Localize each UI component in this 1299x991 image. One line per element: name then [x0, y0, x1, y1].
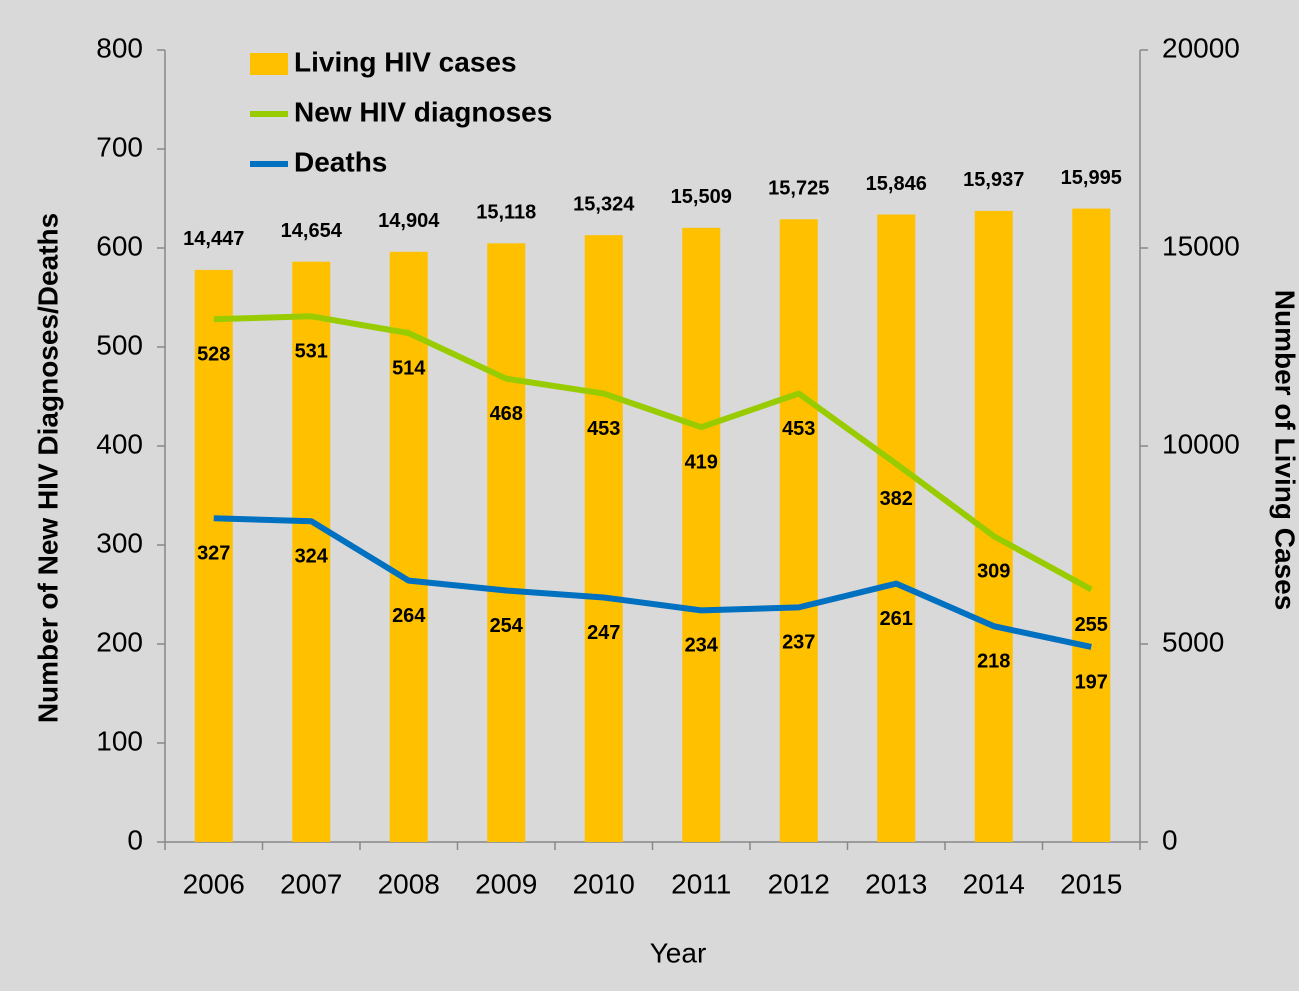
- line-value-label: 419: [685, 451, 718, 473]
- line: [213, 515, 1092, 650]
- bar-value-label: 15,324: [573, 193, 635, 215]
- x-tick-label: 2014: [963, 868, 1025, 899]
- legend-label: Living HIV cases: [294, 46, 517, 77]
- y-tick-label: 700: [96, 131, 143, 162]
- x-tick-label: 2008: [378, 868, 440, 899]
- line-value-label: 468: [490, 403, 523, 425]
- bar-value-label: 14,904: [378, 210, 440, 232]
- bar: [292, 261, 331, 842]
- y-tick-label: 800: [96, 32, 143, 63]
- y-tick-label: 500: [96, 329, 143, 360]
- line-value-label: 531: [295, 341, 328, 363]
- x-tick-label: 2013: [865, 868, 927, 899]
- line-value-label: 327: [197, 543, 230, 565]
- y-axis-label: Number of New HIV Diagnoses/Deaths: [32, 213, 63, 723]
- line-value-label: 324: [295, 546, 329, 568]
- line-value-label: 264: [392, 605, 426, 627]
- y2-axis-label: Number of Living Cases: [1270, 290, 1299, 611]
- x-tick-label: 2009: [475, 868, 537, 899]
- bar-value-label: 15,509: [671, 186, 732, 208]
- y-tick-label: 400: [96, 428, 143, 459]
- line-value-label: 309: [977, 560, 1010, 582]
- x-tick-label: 2007: [280, 868, 342, 899]
- y2-tick-label: 15000: [1162, 230, 1240, 261]
- line-value-label: 453: [782, 418, 815, 440]
- line-value-label: 247: [587, 622, 620, 644]
- bar-value-label: 15,995: [1061, 167, 1122, 189]
- bar-value-label: 14,654: [281, 220, 343, 242]
- bar: [1072, 208, 1111, 842]
- y2-tick-label: 0: [1162, 824, 1178, 855]
- bar-value-label: 15,725: [768, 178, 829, 200]
- line-value-label: 237: [782, 632, 815, 654]
- y-tick-label: 0: [127, 824, 143, 855]
- y2-tick-label: 20000: [1162, 32, 1240, 63]
- line-value-label: 218: [977, 650, 1010, 672]
- bar-value-label: 14,447: [183, 228, 244, 250]
- bar: [877, 214, 916, 842]
- bar-value-label: 15,937: [963, 169, 1024, 191]
- y-tick-label: 300: [96, 527, 143, 558]
- x-tick-label: 2015: [1060, 868, 1122, 899]
- bar-value-label: 15,118: [476, 202, 536, 224]
- bar: [682, 227, 721, 842]
- line-value-label: 197: [1075, 671, 1108, 693]
- line-value-label: 255: [1075, 614, 1108, 636]
- line: [213, 313, 1093, 593]
- bar: [487, 243, 526, 842]
- y-tick-label: 100: [96, 725, 143, 756]
- line-value-label: 382: [880, 488, 913, 510]
- line-value-label: 254: [490, 615, 524, 637]
- legend-label: New HIV diagnoses: [294, 96, 552, 127]
- line-value-label: 514: [392, 357, 426, 379]
- line-value-label: 234: [685, 635, 719, 657]
- bar-value-label: 15,846: [866, 173, 927, 195]
- bar: [194, 269, 233, 842]
- bar: [779, 219, 818, 843]
- legend-label: Deaths: [294, 146, 387, 177]
- bar: [584, 235, 623, 842]
- y2-tick-label: 5000: [1162, 626, 1224, 657]
- legend-swatch: [250, 53, 288, 75]
- x-tick-label: 2010: [573, 868, 635, 899]
- y-tick-label: 200: [96, 626, 143, 657]
- y2-tick-label: 10000: [1162, 428, 1240, 459]
- line-value-label: 261: [880, 608, 913, 630]
- y-tick-label: 600: [96, 230, 143, 261]
- line-value-label: 453: [587, 418, 620, 440]
- x-axis-label: Year: [650, 937, 707, 968]
- line-value-label: 528: [197, 344, 230, 366]
- x-tick-label: 2011: [671, 868, 731, 899]
- x-tick-label: 2012: [768, 868, 830, 899]
- x-tick-label: 2006: [183, 868, 245, 899]
- bar: [389, 251, 428, 842]
